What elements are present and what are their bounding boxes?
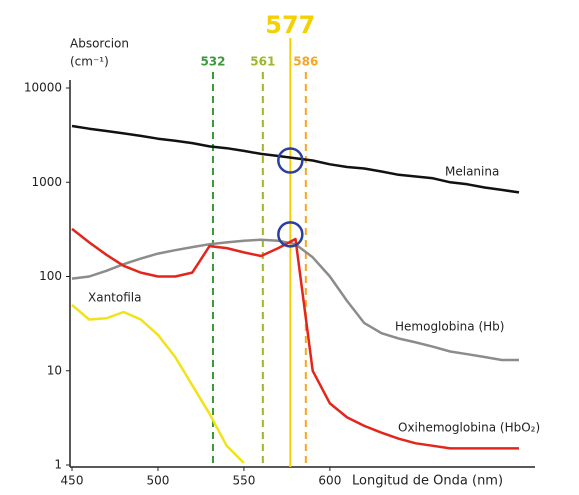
series-line xyxy=(71,124,520,194)
x-tick-label: 500 xyxy=(147,474,170,488)
x-axis-label: Longitud de Onda (nm) xyxy=(352,474,503,489)
wavelength-label: 586 xyxy=(293,55,318,69)
highlight-circle xyxy=(277,147,304,174)
x-tick-label: 550 xyxy=(232,474,255,488)
series-label: Melanina xyxy=(445,165,499,179)
wavelength-label: 561 xyxy=(250,55,275,69)
y-axis-label: Absorcion xyxy=(70,37,129,51)
highlight-circle xyxy=(277,221,304,248)
x-tick-label: 600 xyxy=(318,474,341,488)
y-tick-label: 100 xyxy=(39,269,62,283)
series-line xyxy=(71,227,519,450)
wavelength-label: 577 xyxy=(265,11,315,39)
series-label: Hemoglobina (Hb) xyxy=(395,320,504,334)
x-tick-label: 450 xyxy=(61,474,84,488)
y-tick-label: 10 xyxy=(47,363,62,377)
wavelength-label: 532 xyxy=(200,55,225,69)
series-line xyxy=(71,303,245,464)
series-label: Oxihemoglobina (HbO₂) xyxy=(398,421,540,435)
y-axis-label: (cm⁻¹) xyxy=(70,55,109,69)
y-tick-label: 1000 xyxy=(31,175,62,189)
series-label: Xantofila xyxy=(88,291,141,305)
y-tick-label: 1 xyxy=(54,458,62,472)
y-tick-label: 10000 xyxy=(24,81,62,95)
